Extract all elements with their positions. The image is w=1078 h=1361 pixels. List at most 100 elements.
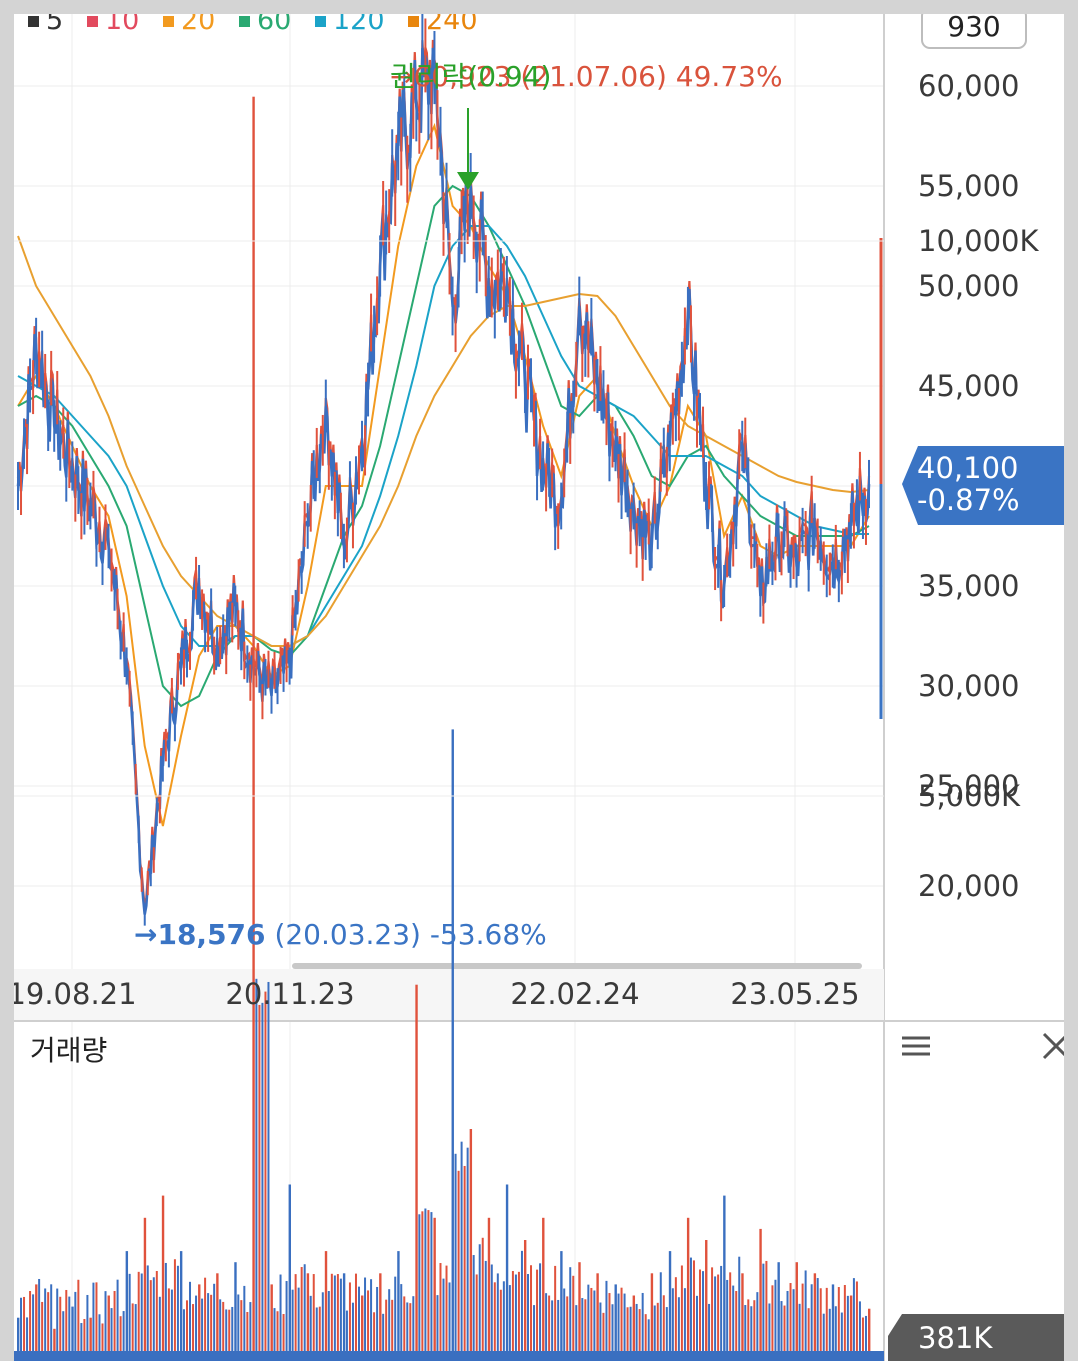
current-price-value: 40,100 xyxy=(917,451,1018,485)
volume-bar xyxy=(855,1281,858,1351)
volume-bar xyxy=(765,1260,768,1351)
high-value: →60,923 xyxy=(390,60,511,93)
high-annotation: →60,923 (21.07.06) 49.73% xyxy=(390,60,783,93)
volume-bar xyxy=(750,1306,753,1351)
volume-bar xyxy=(92,1282,95,1351)
volume-bar xyxy=(176,1265,179,1351)
volume-bar xyxy=(786,1290,789,1351)
volume-bar xyxy=(472,1255,475,1351)
close-icon[interactable] xyxy=(1042,1032,1064,1060)
volume-bar xyxy=(714,1276,717,1351)
volume-bar xyxy=(276,1311,279,1351)
volume-bar xyxy=(364,1277,367,1351)
volume-bar xyxy=(342,1273,346,1351)
volume-bar xyxy=(373,1312,376,1351)
volume-bar xyxy=(840,1312,843,1351)
y-tick-label: 50,000 xyxy=(918,269,1019,303)
volume-bar xyxy=(478,1244,481,1351)
current-price-change: -0.87% xyxy=(917,483,1020,517)
volume-bar xyxy=(134,1304,137,1351)
volume-bar xyxy=(143,1217,147,1351)
volume-bar xyxy=(602,1312,605,1351)
volume-bar xyxy=(735,1291,738,1351)
volume-bar xyxy=(626,1307,629,1351)
legend-swatch xyxy=(315,16,326,27)
volume-bar xyxy=(406,1302,409,1351)
volume-bar xyxy=(466,1147,469,1351)
chart-card: 20,00025,00030,00035,00040,00045,00050,0… xyxy=(14,14,1064,1361)
volume-bar xyxy=(825,1287,828,1351)
stock-chart[interactable]: 20,00025,00030,00035,00040,00045,00050,0… xyxy=(14,14,1064,1361)
volume-bar xyxy=(647,1319,650,1351)
volume-bar xyxy=(23,1296,26,1351)
x-axis-band xyxy=(14,969,884,1021)
volume-bar xyxy=(717,1274,720,1351)
volume-bar xyxy=(213,1283,216,1351)
volume-bar xyxy=(17,1317,20,1351)
volume-bar xyxy=(149,1280,152,1351)
volume-bar xyxy=(249,1302,252,1351)
volume-bar xyxy=(484,1260,487,1351)
volume-bar xyxy=(620,1287,623,1351)
price-series xyxy=(16,14,871,926)
volume-bar xyxy=(798,1303,801,1351)
value-box xyxy=(921,14,1027,49)
volume-bar xyxy=(789,1283,792,1351)
volume-bar xyxy=(415,984,418,1351)
y-tick-label: 45,000 xyxy=(918,369,1019,403)
volume-bar xyxy=(216,1273,219,1351)
volume-bar xyxy=(726,1279,729,1351)
volume-bar xyxy=(502,1281,505,1351)
volume-bar xyxy=(161,1195,165,1351)
volume-bar xyxy=(192,1304,195,1351)
volume-bar xyxy=(243,1285,246,1351)
volume-bar xyxy=(146,1265,149,1351)
volume-bar xyxy=(179,1251,183,1351)
volume-bar xyxy=(173,1259,176,1351)
volume-bar xyxy=(20,1297,23,1351)
volume-bar xyxy=(255,978,258,1351)
x-tick-label: 19.08.21 xyxy=(14,977,137,1011)
volume-bar xyxy=(837,1287,840,1351)
volume-bar xyxy=(315,1307,318,1351)
menu-icon[interactable] xyxy=(902,1036,930,1056)
volume-title: 거래량 xyxy=(30,1034,107,1067)
volume-bar xyxy=(385,1299,388,1351)
volume-bar xyxy=(228,1309,231,1351)
volume-bar xyxy=(201,1298,204,1351)
y-tick-label: 20,000 xyxy=(918,869,1019,903)
volume-bar xyxy=(240,1300,243,1351)
volume-bar xyxy=(333,1275,336,1351)
current-volume: 381K xyxy=(918,1321,993,1355)
volume-bar xyxy=(536,1269,539,1351)
volume-bar xyxy=(780,1301,783,1351)
volume-bar xyxy=(306,1273,310,1351)
volume-bar xyxy=(29,1291,32,1351)
volume-y-ticks: 5,000K 10,000K xyxy=(14,224,1039,813)
volume-bar xyxy=(439,1263,442,1351)
scroll-handle[interactable] xyxy=(292,963,862,969)
volume-bar xyxy=(505,1184,509,1351)
volume-bar xyxy=(382,1313,385,1351)
volume-bar xyxy=(548,1295,551,1351)
volume-bar xyxy=(140,1273,143,1351)
y-tick-label: 60,000 xyxy=(918,69,1019,103)
volume-bar xyxy=(680,1265,683,1351)
volume-bar xyxy=(475,1274,478,1351)
volume-bar xyxy=(810,1284,813,1351)
volume-bar xyxy=(463,1165,466,1351)
volume-bar xyxy=(122,1311,125,1351)
volume-bar xyxy=(104,1291,107,1351)
volume-bar xyxy=(792,1289,795,1351)
volume-bar xyxy=(44,1288,47,1351)
volume-bar xyxy=(59,1296,62,1351)
volume-bar xyxy=(499,1289,502,1351)
volume-bar xyxy=(674,1277,677,1351)
volume-bar xyxy=(460,1141,463,1351)
volume-bar xyxy=(170,1289,173,1351)
volume-bar xyxy=(539,1263,542,1351)
volume-bar xyxy=(638,1309,641,1351)
volume-bar xyxy=(677,1297,680,1351)
low-date: (20.03.23) xyxy=(274,918,421,951)
volume-bar xyxy=(653,1305,656,1351)
